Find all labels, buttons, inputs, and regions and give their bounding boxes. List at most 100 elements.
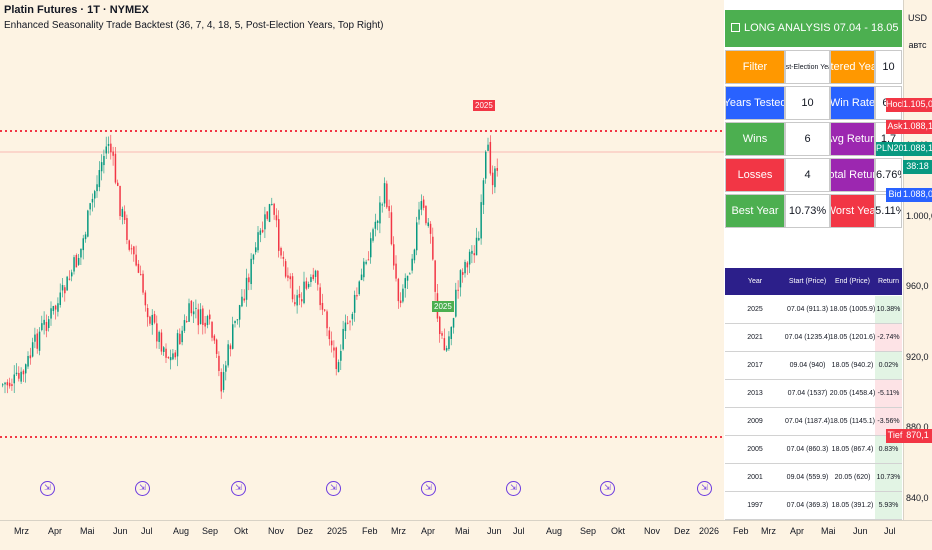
time-tick-label: Mai — [80, 526, 95, 536]
candle-body — [402, 288, 404, 302]
candle-body — [330, 340, 333, 346]
candle-body — [441, 333, 443, 336]
candle-body — [349, 321, 351, 323]
candle-body — [218, 355, 220, 371]
candle-body — [87, 210, 89, 237]
candle-body — [370, 238, 372, 258]
candle-body — [404, 278, 406, 289]
time-tick-label: Sep — [202, 526, 219, 536]
candle-body — [169, 357, 172, 361]
event-marker-icon[interactable]: ⇲ — [697, 481, 712, 496]
time-tick-label: Nov — [268, 526, 285, 536]
candle-body — [337, 362, 340, 372]
table-cell: 2025 — [725, 296, 785, 324]
event-marker-icon[interactable]: ⇲ — [326, 481, 341, 496]
candle-body — [84, 234, 87, 240]
table-cell: 18.05 (1145.1) — [830, 408, 875, 436]
candle-body — [98, 170, 101, 188]
stat-value: 16.76% — [875, 158, 902, 192]
candle-body — [232, 324, 234, 349]
candle-body — [94, 191, 96, 199]
candle-body — [328, 330, 331, 340]
candle-body — [383, 183, 386, 204]
side-value-3: 1.088,1 — [903, 142, 932, 156]
price-chart[interactable] — [0, 0, 903, 520]
candle-body — [234, 320, 236, 323]
candle-body — [183, 320, 186, 331]
candle-body — [351, 313, 354, 320]
candle-body — [301, 299, 303, 302]
candle-body — [445, 348, 448, 351]
candle-body — [36, 333, 38, 349]
candle-body — [202, 308, 204, 325]
stat-value: 10 — [875, 50, 902, 84]
event-marker-icon[interactable]: ⇲ — [421, 481, 436, 496]
candle-body — [411, 258, 413, 271]
time-axis[interactable] — [0, 520, 932, 550]
candle-body — [305, 281, 308, 289]
symbol-title[interactable]: Platin Futures · 1T · NYMEX — [4, 4, 149, 16]
candle-body — [342, 328, 344, 350]
table-cell: 18.05 (1201.6) — [830, 324, 875, 352]
time-tick-label: 2026 — [699, 526, 720, 536]
table-cell: 07.04 (1187.4) — [785, 408, 830, 436]
candle-body — [82, 238, 84, 251]
candle-body — [243, 298, 245, 301]
stat-value: Post-Election Years — [785, 50, 830, 84]
candle-body — [450, 326, 452, 339]
candle-body — [363, 261, 365, 278]
scale-button[interactable]: автс — [908, 40, 927, 50]
table-cell: 10.38% — [875, 296, 902, 324]
candle-body — [96, 184, 98, 192]
candle-body — [160, 332, 163, 352]
time-tick-label: Jul — [141, 526, 153, 536]
stat-label: Losses — [725, 158, 785, 192]
candle-body — [307, 284, 310, 288]
candle-body — [489, 141, 492, 174]
candle-body — [135, 254, 137, 266]
event-marker-icon[interactable]: ⇲ — [231, 481, 246, 496]
candle-body — [140, 274, 142, 276]
event-marker-icon[interactable]: ⇲ — [135, 481, 150, 496]
candle-body — [144, 292, 147, 306]
event-marker-icon[interactable]: ⇲ — [40, 481, 55, 496]
candle-body — [8, 382, 11, 387]
candle-body — [298, 293, 301, 298]
candle-body — [91, 198, 94, 203]
candle-body — [236, 319, 239, 321]
indicator-legend[interactable]: Enhanced Seasonality Trade Backtest (36,… — [4, 20, 384, 31]
candle-body — [114, 153, 117, 183]
table-cell: -2.74% — [875, 324, 902, 352]
chart-icon — [731, 23, 740, 32]
candle-body — [478, 237, 480, 241]
stat-value: 10 — [785, 86, 830, 120]
candle-body — [250, 258, 252, 285]
side-tag-1: Hoch — [886, 98, 907, 112]
table-cell: 20.05 (620) — [830, 464, 875, 492]
candle-body — [471, 250, 473, 254]
candle-body — [287, 275, 289, 278]
candle-body — [61, 285, 64, 291]
candle-body — [209, 314, 211, 320]
event-marker-icon[interactable]: ⇲ — [600, 481, 615, 496]
candle-body — [105, 146, 107, 154]
candle-body — [52, 305, 55, 312]
event-marker-icon[interactable]: ⇲ — [506, 481, 521, 496]
candle-body — [248, 277, 250, 283]
price-tick-label: 960,0 — [906, 281, 929, 292]
candle-body — [27, 356, 29, 367]
candle-body — [29, 355, 32, 359]
candle-body — [163, 347, 165, 352]
table-cell: 0.02% — [875, 352, 902, 380]
time-tick-label: Dez — [674, 526, 691, 536]
table-cell: 09.04 (940) — [785, 352, 830, 380]
currency-button[interactable]: USD — [907, 13, 927, 23]
candle-body — [485, 151, 487, 179]
candle-body — [439, 316, 441, 335]
candle-body — [420, 201, 423, 210]
seasonality-panel: LONG ANALYSIS 07.04 - 18.05 FilterPost-E… — [724, 0, 903, 520]
candle-body — [360, 274, 363, 281]
candle-body — [117, 182, 119, 186]
table-cell: 2021 — [725, 324, 785, 352]
candle-body — [452, 318, 455, 328]
